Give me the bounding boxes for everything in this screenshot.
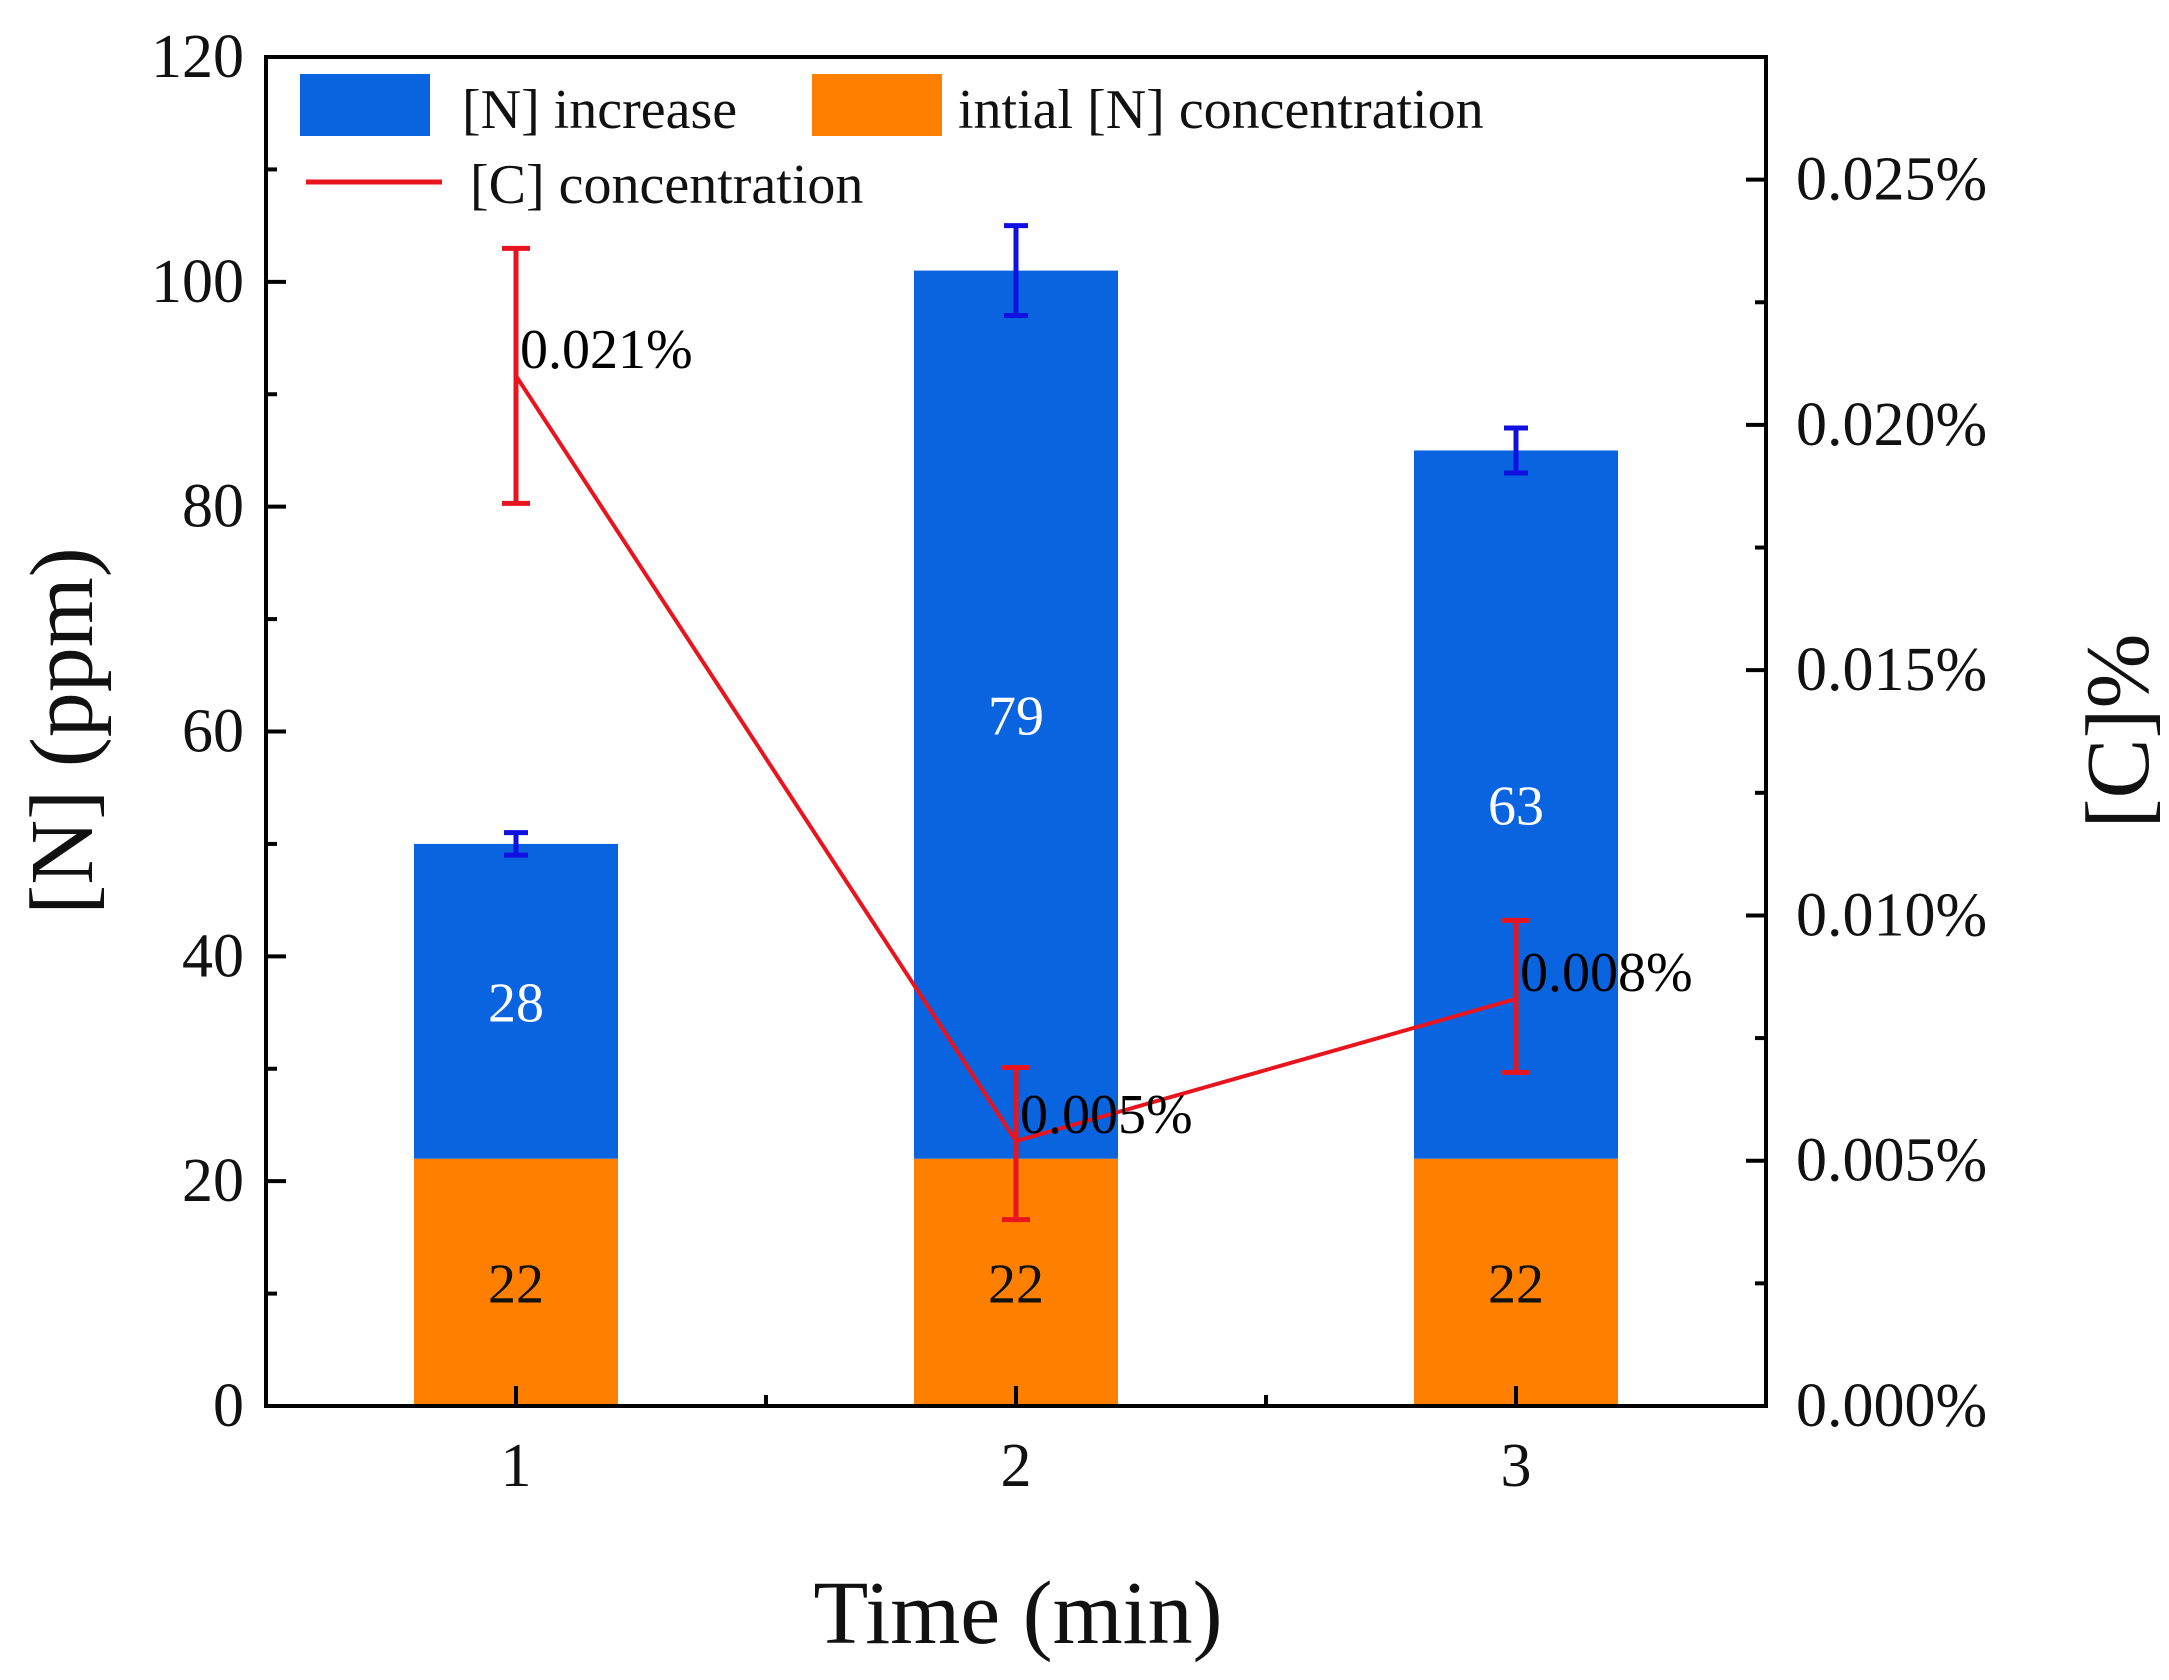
axes-layer: 0 20 40 60 80 100 120 0.000% 0.005% 0.010% 0.015% 0… (151, 23, 1987, 1500)
bar-initial-n-1 (414, 1158, 618, 1406)
bar-n-increase-1 (414, 843, 618, 1159)
y-tick-label-0: 0 (213, 1372, 244, 1440)
bar-initial-n-3 (1414, 1158, 1618, 1406)
c-line-layer: 0.021% 0.005% 0.008% (502, 245, 1693, 1223)
bar-label-n-increase-2: 79 (988, 686, 1044, 748)
bar-error-bars-layer (504, 223, 1528, 858)
x-axis-title: Time (min) (813, 1564, 1222, 1663)
y2-tick-label-1: 0.005% (1796, 1127, 1987, 1195)
legend-swatch-initial-n (812, 74, 942, 136)
y-tick-label-100: 100 (151, 248, 244, 316)
y-tick-label-20: 20 (182, 1147, 244, 1215)
bar-error-3 (1504, 425, 1528, 476)
bar-label-initial-n-1: 22 (488, 1253, 544, 1315)
y2-tick-label-3: 0.015% (1796, 636, 1987, 704)
bar-label-n-increase-1: 28 (488, 972, 544, 1034)
legend: [N] increase intial [N] concentration [C… (300, 74, 1484, 216)
y-tick-label-40: 40 (182, 922, 244, 990)
bars-layer (414, 270, 1618, 1406)
y-tick-label-60: 60 (182, 698, 244, 766)
c-label-2: 0.005% (1020, 1084, 1193, 1146)
bar-n-increase-2 (914, 270, 1118, 1159)
c-error-3 (1502, 917, 1530, 1075)
c-error-2 (1002, 1065, 1030, 1223)
legend-label-n-increase: [N] increase (462, 79, 737, 141)
legend-swatch-n-increase (300, 74, 430, 136)
y-tick-label-120: 120 (151, 23, 244, 91)
bar-error-1 (504, 830, 528, 858)
x-tick-label-1: 1 (501, 1432, 532, 1500)
legend-label-c-concentration: [C] concentration (470, 154, 863, 216)
y2-tick-label-2: 0.010% (1796, 881, 1987, 949)
x-tick-label-2: 2 (1001, 1432, 1032, 1500)
bar-label-initial-n-2: 22 (988, 1253, 1044, 1315)
y2-axis-title: [C]% (2069, 634, 2168, 829)
legend-label-initial-n: intial [N] concentration (958, 79, 1484, 141)
y2-tick-label-4: 0.020% (1796, 391, 1987, 459)
y2-tick-label-0: 0.000% (1796, 1372, 1987, 1440)
bar-labels-layer: 22 28 22 79 22 63 (488, 686, 1544, 1316)
bar-error-2 (1004, 223, 1028, 319)
c-label-1: 0.021% (520, 319, 693, 381)
bar-label-n-increase-3: 63 (1488, 776, 1544, 838)
y-tick-label-80: 80 (182, 473, 244, 541)
x-tick-label-3: 3 (1501, 1432, 1532, 1500)
c-label-3: 0.008% (1520, 942, 1693, 1004)
bar-label-initial-n-3: 22 (1488, 1253, 1544, 1315)
y2-tick-label-5: 0.025% (1796, 146, 1987, 214)
y-axis-title: [N] (ppm) (13, 547, 112, 914)
c-error-1 (502, 245, 530, 506)
